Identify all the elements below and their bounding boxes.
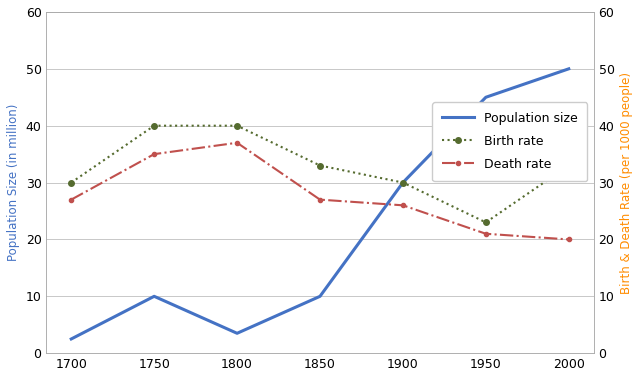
Death rate <box>482 231 490 236</box>
Death rate <box>67 197 75 202</box>
Y-axis label: Birth & Death Rate (per 1000 people): Birth & Death Rate (per 1000 people) <box>620 71 633 294</box>
Death rate <box>150 152 158 156</box>
Birth rate <box>233 124 241 128</box>
Death rate <box>316 197 324 202</box>
Population size <box>399 180 407 185</box>
Y-axis label: Population Size (in million): Population Size (in million) <box>7 104 20 261</box>
Population size <box>150 294 158 299</box>
Population size <box>233 331 241 336</box>
Death rate <box>233 141 241 145</box>
Birth rate <box>565 163 573 168</box>
Birth rate <box>399 180 407 185</box>
Legend: Population size, Birth rate, Death rate: Population size, Birth rate, Death rate <box>433 102 588 181</box>
Death rate <box>565 237 573 242</box>
Death rate <box>399 203 407 208</box>
Birth rate <box>316 163 324 168</box>
Birth rate <box>150 124 158 128</box>
Line: Death rate: Death rate <box>69 141 571 242</box>
Population size <box>482 95 490 99</box>
Population size <box>565 67 573 71</box>
Line: Population size: Population size <box>71 69 569 339</box>
Population size <box>67 337 75 341</box>
Line: Birth rate: Birth rate <box>68 123 572 225</box>
Birth rate <box>482 220 490 225</box>
Population size <box>316 294 324 299</box>
Birth rate <box>67 180 75 185</box>
